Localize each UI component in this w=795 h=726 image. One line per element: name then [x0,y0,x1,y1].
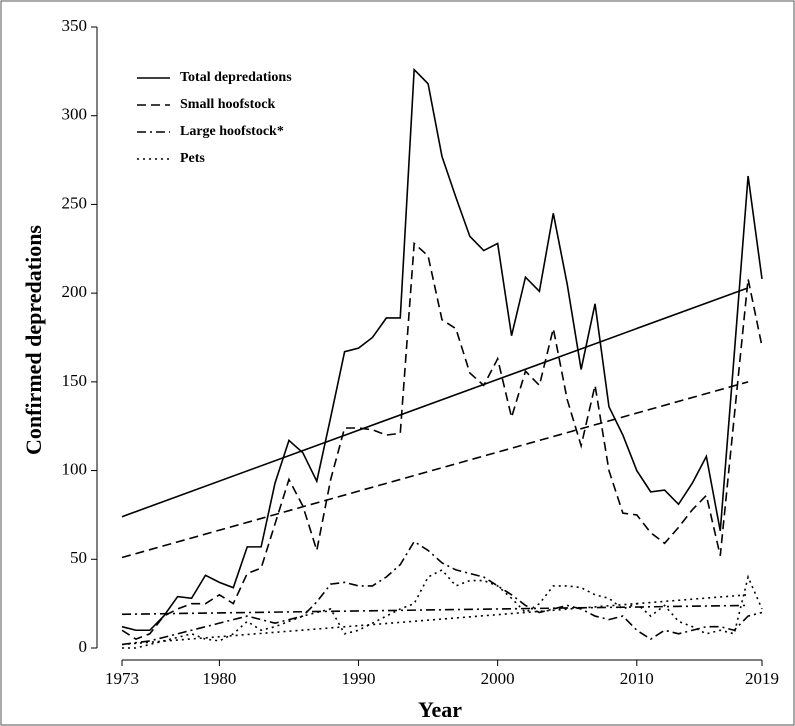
trend-line [121,604,749,616]
y-tick-label: 250 [62,193,88,212]
y-tick-label: 150 [62,371,88,390]
series-line [121,540,763,646]
series-line [121,67,763,632]
trend-line [121,287,749,518]
x-tick-label: 1973 [105,669,139,688]
y-tick-label: 50 [70,548,87,567]
legend-label: Small hoofstock [180,97,276,112]
x-axis-title: Year [418,697,462,722]
y-tick-label: 300 [62,105,88,124]
trend-line [121,381,749,559]
y-tick-label: 200 [62,282,88,301]
series-line [121,241,763,641]
legend-label: Total depredations [180,70,292,85]
legend-label: Pets [180,151,205,166]
x-tick-label: 2000 [481,669,515,688]
x-tick-label: 2010 [620,669,654,688]
x-tick-label: 1980 [202,669,236,688]
x-tick-label: 2019 [745,669,779,688]
y-tick-label: 350 [62,16,88,35]
legend-label: Large hoofstock* [180,124,284,139]
y-axis-title: Confirmed depredations [21,225,46,455]
y-tick-label: 100 [62,459,88,478]
x-tick-label: 1990 [342,669,376,688]
y-tick-label: 0 [79,637,88,656]
series-line [122,568,763,649]
trend-line [121,593,749,646]
